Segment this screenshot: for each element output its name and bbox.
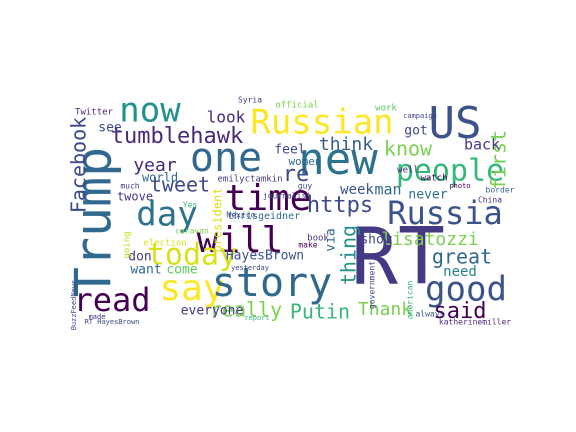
- word: election: [143, 239, 186, 249]
- word: need: [443, 264, 477, 280]
- word: come: [166, 263, 197, 278]
- word: Thank: [358, 299, 412, 320]
- word: day: [136, 195, 197, 235]
- word: world: [142, 171, 178, 185]
- word: emilyctamkin: [217, 175, 282, 185]
- word: US: [429, 98, 482, 149]
- word: Syria: [238, 96, 262, 105]
- word: look: [207, 108, 246, 127]
- word: don: [128, 250, 151, 265]
- word: show: [360, 233, 391, 248]
- word: think: [319, 134, 373, 155]
- word: made: [89, 313, 106, 321]
- word: much: [120, 182, 139, 191]
- word: book: [307, 234, 329, 244]
- word: first: [487, 130, 511, 190]
- word: Trump: [65, 147, 123, 298]
- word: got: [404, 124, 427, 139]
- word: one: [190, 135, 262, 181]
- word: make: [298, 241, 317, 250]
- word: Facebook: [67, 117, 91, 213]
- word: story: [212, 260, 332, 306]
- word: women: [288, 155, 321, 168]
- word: want: [130, 263, 161, 278]
- word: campaign: [403, 112, 437, 120]
- word: https: [307, 193, 373, 218]
- word: Putin: [290, 300, 350, 324]
- word: feel: [274, 143, 305, 158]
- word: going: [123, 231, 133, 258]
- word: great: [432, 245, 492, 269]
- word: guy: [298, 182, 313, 191]
- word: Russian: [250, 103, 393, 143]
- word: see: [98, 121, 122, 136]
- word: China: [478, 196, 502, 205]
- word: read: [73, 281, 150, 319]
- word: Mexico: [227, 211, 256, 220]
- word: work: [375, 104, 397, 114]
- word: always: [416, 310, 445, 319]
- word: man: [374, 181, 401, 199]
- word: tweet: [150, 173, 210, 197]
- word: re: [283, 162, 310, 187]
- word: everyone: [181, 304, 244, 319]
- word: today: [147, 238, 237, 273]
- word: now: [119, 91, 181, 131]
- word: caravan: [175, 227, 209, 236]
- word: back: [464, 136, 500, 154]
- word: RT HayesBrown: [85, 318, 140, 326]
- word: twove: [117, 190, 153, 204]
- word: year: [133, 155, 177, 176]
- word: never: [408, 188, 447, 203]
- word: chrisgeidner: [228, 211, 300, 222]
- word: american: [406, 281, 415, 320]
- word: good: [425, 270, 507, 310]
- word: yesterday: [231, 264, 269, 272]
- word: president: [211, 187, 225, 252]
- word: week: [340, 182, 374, 198]
- word: say: [159, 268, 224, 309]
- word: watch: [420, 174, 447, 184]
- word: people: [396, 154, 504, 189]
- word: BuzzFeedNews: [70, 280, 78, 331]
- word: tumblehawk: [111, 124, 243, 149]
- word: know: [384, 137, 433, 161]
- word: said: [434, 299, 487, 324]
- word: official: [275, 101, 318, 111]
- word: Yes: [183, 201, 198, 210]
- word: via: [324, 228, 339, 251]
- word: well: [397, 166, 419, 176]
- word: journalist: [263, 192, 311, 201]
- word: photo: [449, 182, 470, 190]
- word: time: [225, 178, 312, 219]
- word: katherinemiller: [439, 318, 511, 327]
- word: lisatozzi: [381, 229, 479, 250]
- word: will: [197, 220, 284, 261]
- word: government: [368, 261, 377, 309]
- word: Twitter: [75, 108, 114, 118]
- word: report: [244, 314, 269, 322]
- word: Russia: [387, 194, 503, 232]
- word: border: [486, 186, 515, 195]
- word: HayesBrown: [226, 249, 304, 264]
- word: new: [298, 134, 378, 185]
- word: thing: [337, 225, 361, 285]
- word: RT: [351, 212, 445, 302]
- word: really: [210, 298, 282, 322]
